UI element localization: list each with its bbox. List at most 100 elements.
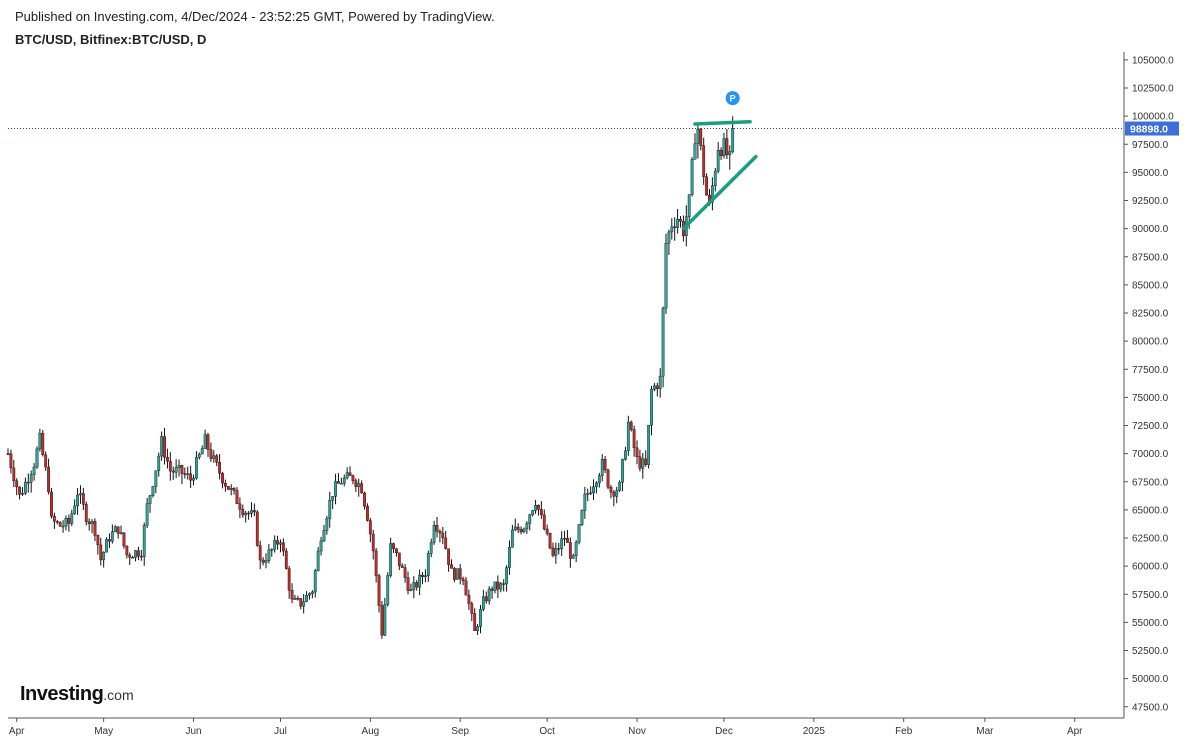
x-tick-label: Jun: [185, 726, 201, 737]
y-tick-label: 67500.0: [1132, 477, 1169, 488]
candle-body: [351, 475, 355, 481]
candle: [438, 529, 442, 543]
candle-body: [493, 581, 497, 591]
candle-body: [61, 525, 65, 528]
candle: [163, 428, 166, 465]
candle-body: [502, 583, 506, 585]
candle-body: [455, 568, 459, 580]
candle-body: [510, 529, 514, 548]
candle: [499, 581, 503, 593]
candle: [313, 568, 317, 598]
candle-body: [322, 530, 326, 542]
candle-body: [293, 598, 297, 600]
candle-body: [383, 604, 387, 636]
candle: [548, 532, 552, 550]
candle: [693, 133, 697, 160]
candle: [580, 509, 584, 526]
candle-body: [47, 466, 50, 493]
x-tick-label: Sep: [451, 726, 469, 737]
candle-body: [453, 568, 456, 580]
candle-body: [183, 473, 187, 475]
candle-body: [131, 557, 135, 559]
candle: [699, 127, 703, 151]
candle-body: [325, 518, 329, 531]
candle-body: [386, 575, 390, 605]
candle: [626, 415, 630, 456]
candle-body: [18, 486, 21, 495]
candle-body: [528, 514, 532, 524]
candle: [41, 430, 45, 457]
candle-body: [310, 591, 314, 594]
candle: [513, 518, 517, 532]
candle: [371, 529, 375, 560]
candle-body: [650, 389, 653, 426]
candle-body: [464, 580, 468, 596]
candle: [55, 520, 59, 525]
candle-body: [232, 488, 236, 491]
candle: [64, 515, 68, 531]
candle-body: [597, 475, 601, 484]
candle-body: [145, 503, 149, 526]
candle: [571, 553, 575, 559]
candle: [386, 572, 390, 607]
candle: [696, 125, 700, 159]
candle: [563, 530, 566, 546]
y-tick-label: 57500.0: [1132, 590, 1169, 601]
candle-body: [119, 532, 123, 534]
candle-body: [664, 242, 668, 309]
candle-body: [612, 491, 616, 497]
candle-body: [177, 465, 181, 468]
candle: [168, 452, 172, 481]
candle: [400, 563, 404, 568]
candle: [397, 552, 401, 571]
y-tick-label: 70000.0: [1132, 449, 1169, 460]
y-tick-label: 60000.0: [1132, 562, 1169, 573]
candle-body: [441, 532, 445, 539]
candle: [453, 566, 456, 583]
candle: [363, 491, 366, 510]
candle-body: [673, 226, 677, 229]
candle-body: [473, 613, 477, 631]
candle-body: [568, 542, 572, 559]
investing-logo: Investing.com: [20, 683, 134, 706]
candle: [9, 449, 13, 474]
candle-body: [105, 539, 108, 553]
candle: [325, 515, 329, 535]
candle: [667, 229, 671, 256]
candle-body: [395, 548, 398, 554]
candle-body: [412, 582, 416, 590]
candle-body: [12, 467, 16, 482]
candle-body: [134, 550, 137, 558]
x-tick-label: Mar: [976, 726, 994, 737]
candle-body: [621, 459, 624, 483]
candle-body: [252, 510, 256, 513]
candle: [539, 501, 543, 519]
y-tick-label: 50000.0: [1132, 674, 1169, 685]
y-tick-label: 47500.0: [1132, 702, 1169, 713]
candle: [406, 571, 410, 595]
candle: [528, 513, 532, 531]
candle: [461, 576, 465, 586]
candle-body: [58, 521, 62, 527]
candle: [583, 486, 587, 519]
candle: [632, 425, 636, 457]
symbol-title: BTC/USD, Bitfinex:BTC/USD, D: [15, 32, 207, 47]
candle: [574, 539, 578, 563]
candle-body: [531, 510, 535, 515]
y-tick-label: 52500.0: [1132, 646, 1169, 657]
candle-body: [142, 525, 146, 557]
candle-body: [337, 481, 340, 484]
candle: [290, 583, 294, 604]
candle: [232, 487, 236, 495]
candle-body: [458, 568, 462, 579]
candle: [189, 465, 193, 488]
candle: [716, 142, 720, 174]
candle: [18, 486, 21, 500]
candle: [108, 533, 111, 549]
candle-body: [195, 457, 198, 479]
candle: [29, 470, 33, 493]
candle: [551, 542, 555, 558]
candle: [655, 382, 659, 397]
candle-body: [90, 521, 94, 524]
